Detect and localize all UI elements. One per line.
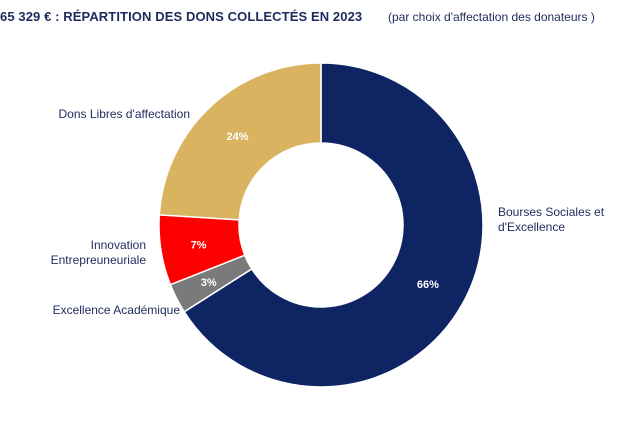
slice-value-label: 3% [201,277,217,289]
slice-category-label: Dons Libres d'affectation [30,107,190,122]
slice-category-label: Innovation Entrepreuneuriale [30,238,146,268]
slice-value-label: 66% [417,279,439,291]
slice-category-label: Excellence Académique [20,303,180,318]
slice-category-label: Bourses Sociales et d'Excellence [498,205,628,235]
slice-value-label: 24% [226,131,248,143]
slice-value-label: 7% [191,239,207,251]
